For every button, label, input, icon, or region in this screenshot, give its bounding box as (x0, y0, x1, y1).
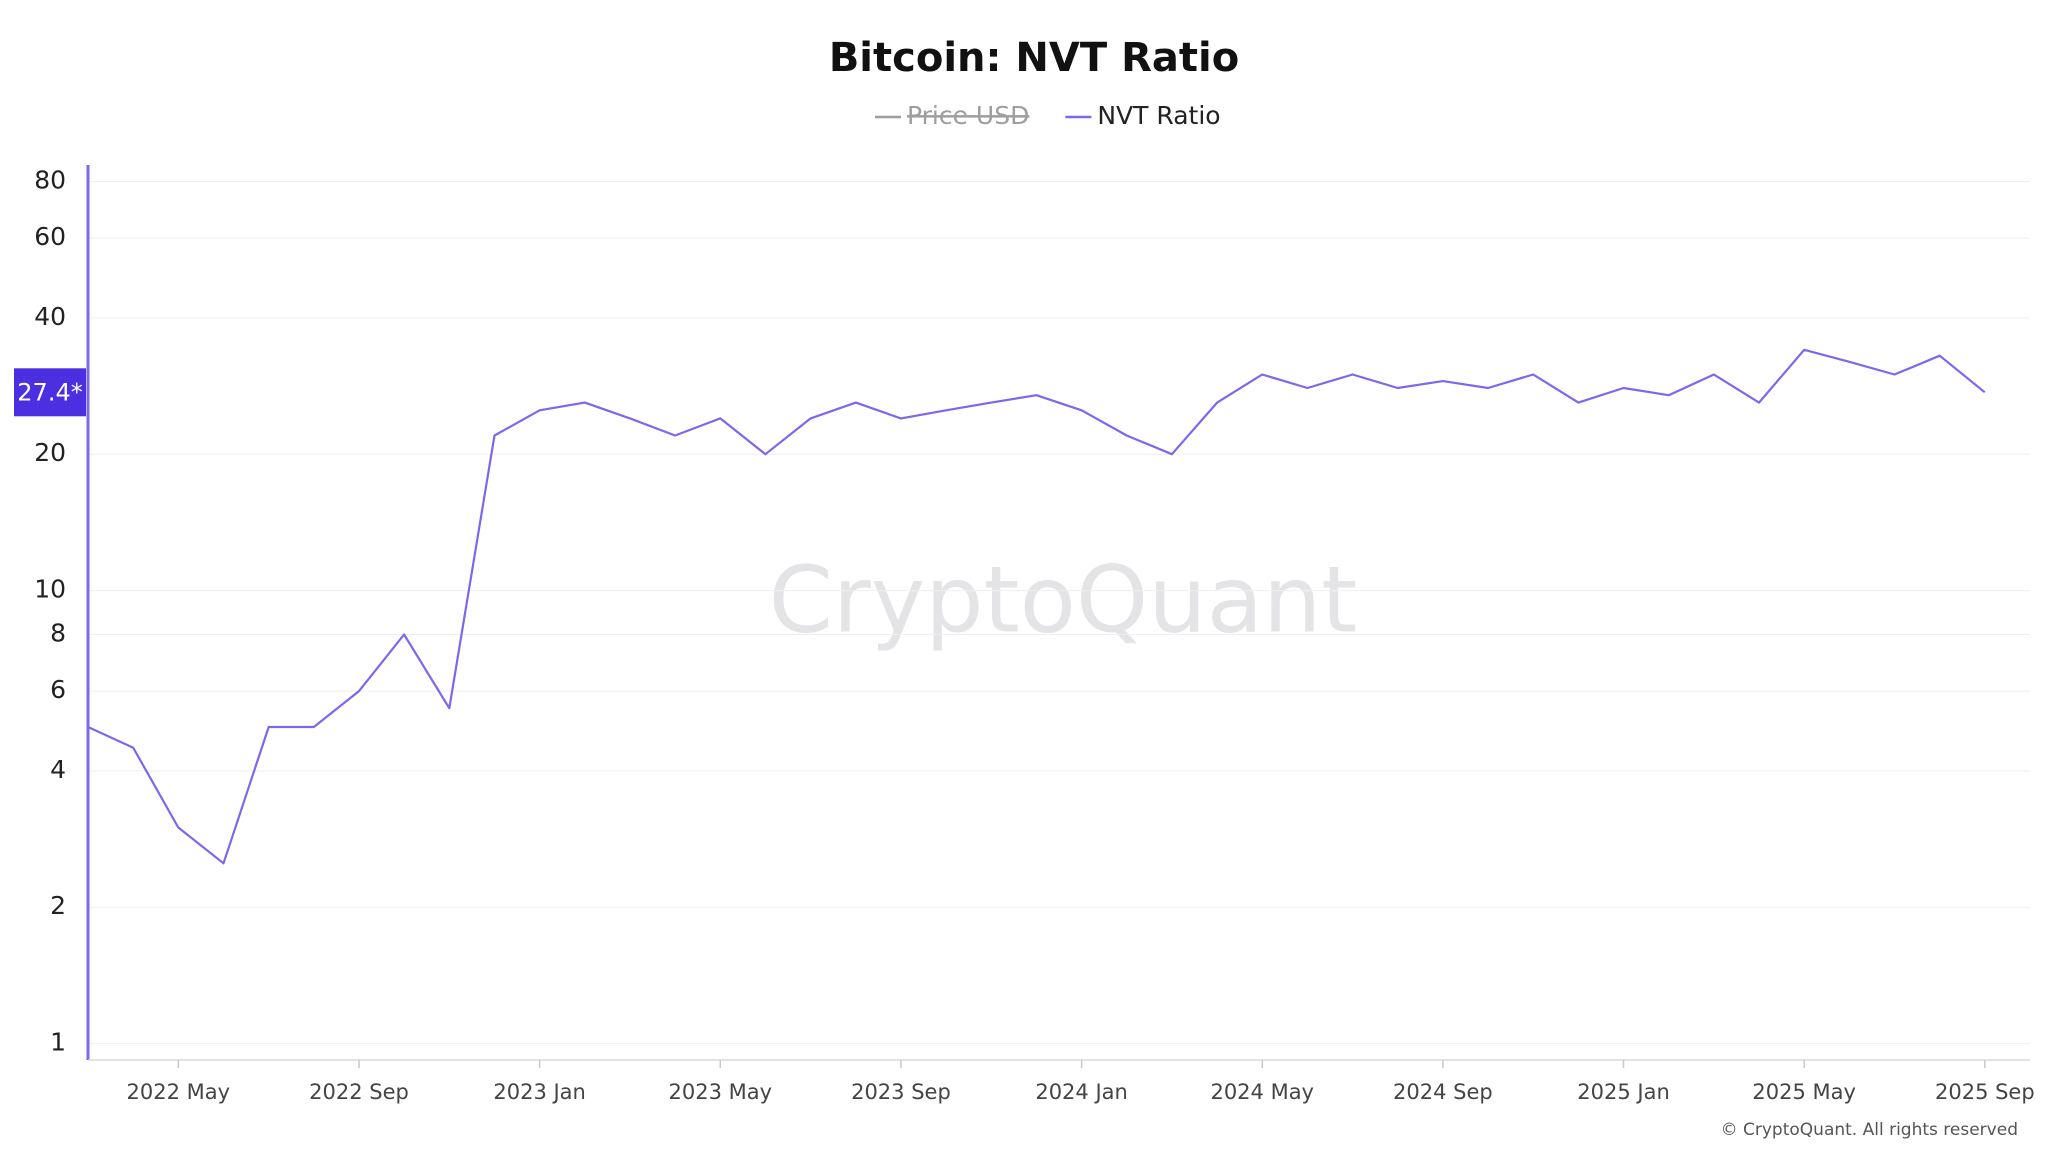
y-tick-label: 80 (34, 166, 66, 195)
y-tick-label: 4 (50, 755, 66, 784)
watermark: CryptoQuant (769, 546, 1358, 653)
x-tick-label: 2023 Sep (851, 1080, 951, 1104)
x-tick-label: 2024 Jan (1035, 1080, 1128, 1104)
x-tick-label: 2025 Jan (1577, 1080, 1670, 1104)
x-tick-label: 2023 Jan (493, 1080, 586, 1104)
legend-label[interactable]: NVT Ratio (1097, 101, 1220, 130)
footer: © CryptoQuant. All rights reserved (1721, 1120, 2018, 1140)
x-tick-label: 2025 May (1752, 1080, 1856, 1104)
x-tick-label: 2023 May (669, 1080, 773, 1104)
y-tick-label: 10 (34, 575, 66, 604)
x-tick-label: 2022 May (127, 1080, 231, 1104)
y-tick-label: 60 (34, 222, 66, 251)
y-tick-label: 8 (50, 618, 66, 647)
x-tick-label: 2022 Sep (309, 1080, 409, 1104)
y-tick-label: 1 (50, 1028, 66, 1057)
x-tick-label: 2025 Sep (1935, 1080, 2035, 1104)
legend: Price USD NVT Ratio (875, 101, 1221, 130)
data-line (87, 348, 1986, 865)
y-tick-label: 40 (34, 302, 66, 331)
x-tick-label: 2024 Sep (1393, 1080, 1493, 1104)
current-value-badge (14, 368, 86, 417)
current-value-label: 27.4* (17, 378, 82, 406)
x-tick-label: 2024 May (1210, 1080, 1314, 1104)
legend-label[interactable]: Price USD (907, 101, 1029, 130)
y-tick-label: 6 (50, 675, 66, 704)
chart-title: Bitcoin: NVT Ratio (829, 35, 1239, 81)
y-tick-label: 20 (34, 438, 66, 467)
y-tick-label: 2 (50, 891, 66, 920)
